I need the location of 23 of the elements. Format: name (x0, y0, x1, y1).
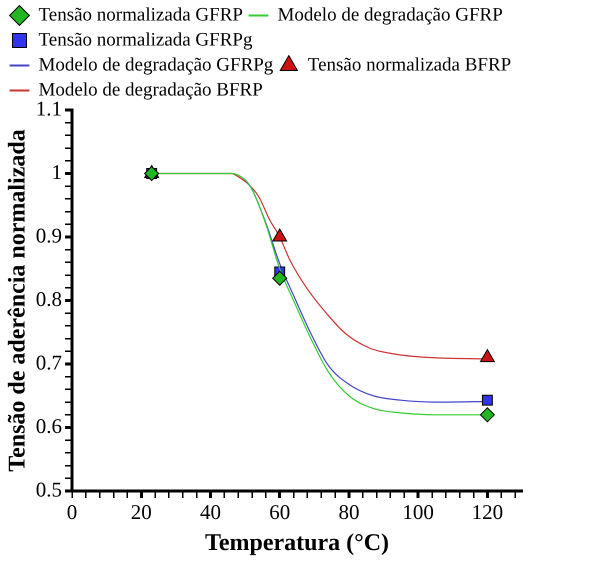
x-tick-label: 20 (130, 500, 152, 524)
legend-label: Tensão normalizada GFRP (38, 4, 243, 26)
x-tick-label: 60 (269, 500, 290, 524)
point (480, 407, 495, 422)
y-tick-label: 0.8 (36, 287, 62, 312)
x-tick-label: 0 (66, 500, 78, 524)
x-axis-title: Temperatura (°C) (205, 530, 390, 556)
legend-label: Tensão normalizada BFRP (308, 54, 512, 76)
legend-label: Tensão normalizada GFRPg (38, 29, 253, 50)
legend-label: Modelo de degradação GFRP (277, 4, 503, 26)
y-tick-label: 1 (52, 160, 62, 184)
x-tick-label: 80 (338, 500, 360, 524)
point (482, 394, 493, 406)
y-tick-label: 0.9 (36, 224, 62, 248)
y-tick-label: 0.7 (36, 350, 62, 375)
x-tick-label: 40 (200, 500, 221, 524)
point (272, 270, 288, 286)
x-tick-label: 120 (472, 500, 504, 524)
x-tick-label: 100 (402, 500, 434, 524)
legend-label: Modelo de degradação GFRPg (38, 54, 274, 76)
y-axis-title: Tensão de aderência normalizada (4, 129, 31, 472)
y-tick-label: 0.5 (36, 478, 62, 502)
y-tick-label: 0.6 (36, 414, 62, 438)
